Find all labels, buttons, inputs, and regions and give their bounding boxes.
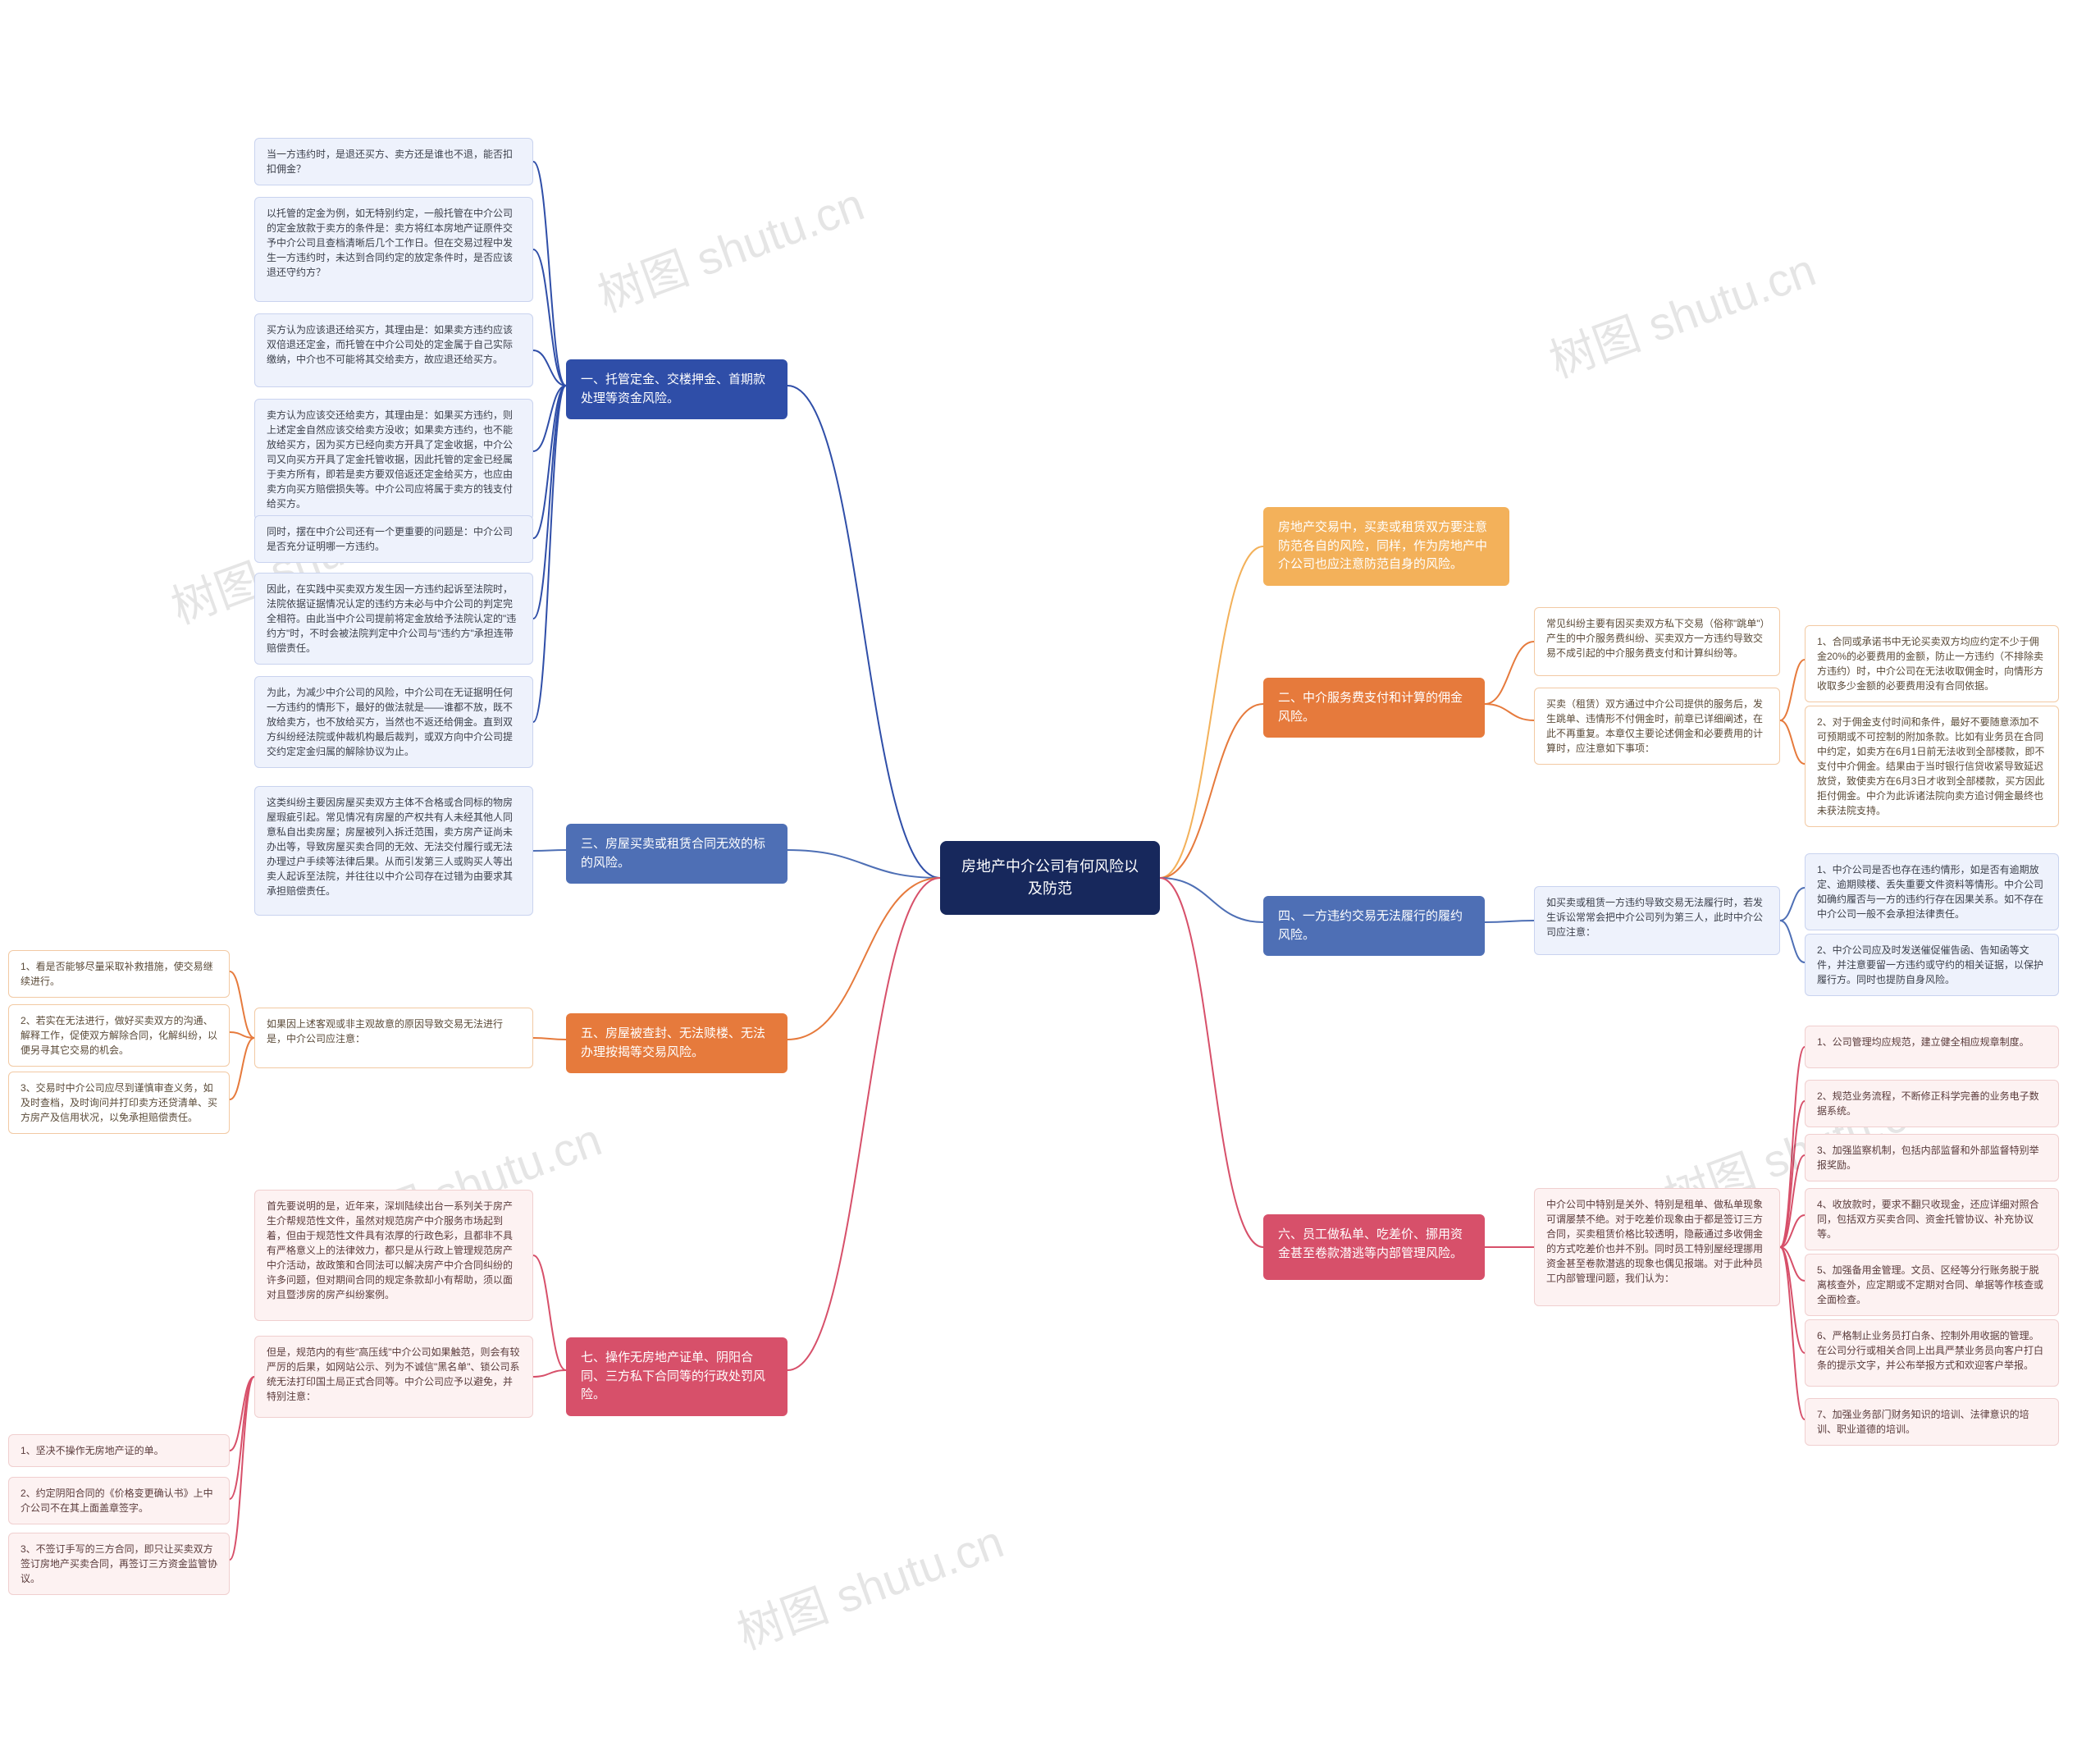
sub-leaf-node: 4、收放款时，要求不翻只收现金，还应详细对照合同，包括双方买卖合同、资金托管协议…	[1805, 1188, 2059, 1250]
sub-leaf-node: 7、加强业务部门财务知识的培训、法律意识的培训、职业道德的培训。	[1805, 1398, 2059, 1446]
sub-leaf-node: 5、加强备用金管理。文员、区经等分行账务脱于脱离核查外，应定期或不定期对合同、单…	[1805, 1254, 2059, 1316]
leaf-node: 同时，摆在中介公司还有一个更重要的问题是：中介公司是否充分证明哪一方违约。	[254, 515, 533, 563]
sub-leaf-node: 2、约定阴阳合同的《价格变更确认书》上中介公司不在其上面盖章签字。	[8, 1477, 230, 1524]
watermark: 树图 shutu.cn	[727, 1505, 1011, 1662]
sub-leaf-node: 1、公司管理均应规范，建立健全相应规章制度。	[1805, 1026, 2059, 1068]
branch-node: 一、托管定金、交楼押金、首期款处理等资金风险。	[566, 359, 788, 419]
sub-leaf-node: 1、中介公司是否也存在违约情形，如是否有逾期放定、逾期赎楼、丢失重要文件资料等情…	[1805, 853, 2059, 930]
branch-node: 四、一方违约交易无法履行的履约风险。	[1263, 896, 1485, 956]
sub-leaf-node: 2、中介公司应及时发送催促催告函、告知函等文件，并注意要留一方违约或守约的相关证…	[1805, 934, 2059, 996]
leaf-node: 卖方认为应该交还给卖方，其理由是：如果买方违约，则上述定金自然应该交给卖方没收；…	[254, 399, 533, 520]
sub-leaf-node: 3、交易时中介公司应尽到谨慎审查义务，如及时查档，及时询问并打印卖方还贷清单、买…	[8, 1072, 230, 1134]
branch-node: 三、房屋买卖或租赁合同无效的标的风险。	[566, 824, 788, 884]
leaf-node: 因此，在实践中买卖双方发生因一方违约起诉至法院时，法院依据证据情况认定的违约方未…	[254, 573, 533, 665]
leaf-node: 首先要说明的是，近年来，深圳陆续出台一系列关于房产生介帮规范性文件，虽然对规范房…	[254, 1190, 533, 1321]
leaf-node: 买卖（租赁）双方通过中介公司提供的服务后，发生跳单、违情形不付佣金时，前章已详细…	[1534, 688, 1780, 765]
leaf-node: 中介公司中特别是关外、特别是租单、做私单现象可谓屡禁不绝。对于吃差价现象由于都是…	[1534, 1188, 1780, 1306]
sub-leaf-node: 3、加强监察机制，包括内部监督和外部监督特别举报奖励。	[1805, 1134, 2059, 1181]
sub-leaf-node: 2、规范业务流程，不断修正科学完善的业务电子数据系统。	[1805, 1080, 2059, 1127]
sub-leaf-node: 1、合同或承诺书中无论买卖双方均应约定不少于佣金20%的必要费用的金额，防止一方…	[1805, 625, 2059, 702]
sub-leaf-node: 3、不签订手写的三方合同，即只让买卖双方签订房地产买卖合同，再签订三方资金监管协…	[8, 1533, 230, 1595]
branch-node: 二、中介服务费支付和计算的佣金风险。	[1263, 678, 1485, 738]
leaf-node: 如买卖或租赁一方违约导致交易无法履行时，若发生诉讼常常会把中介公司列为第三人，此…	[1534, 886, 1780, 955]
branch-node: 房地产交易中，买卖或租赁双方要注意防范各自的风险，同样，作为房地产中介公司也应注…	[1263, 507, 1509, 586]
watermark: 树图 shutu.cn	[1539, 233, 1824, 391]
sub-leaf-node: 1、看是否能够尽量采取补救措施，使交易继续进行。	[8, 950, 230, 998]
leaf-node: 以托管的定金为例，如无特别约定，一般托管在中介公司的定金放款于卖方的条件是：卖方…	[254, 197, 533, 302]
leaf-node: 当一方违约时，是退还买方、卖方还是谁也不退，能否扣扣佣金？	[254, 138, 533, 185]
sub-leaf-node: 2、若实在无法进行，做好买卖双方的沟通、解释工作，促使双方解除合同，化解纠纷，以…	[8, 1004, 230, 1067]
leaf-node: 买方认为应该退还给买方，其理由是：如果卖方违约应该双倍退还定金，而托管在中介公司…	[254, 313, 533, 387]
leaf-node: 如果因上述客观或非主观故意的原因导致交易无法进行是，中介公司应注意：	[254, 1008, 533, 1068]
leaf-node: 这类纠纷主要因房屋买卖双方主体不合格或合同标的物房屋瑕疵引起。常见情况有房屋的产…	[254, 786, 533, 916]
sub-leaf-node: 6、严格制止业务员打白条、控制外用收据的管理。在公司分行或相关合同上出具严禁业务…	[1805, 1319, 2059, 1387]
branch-node: 七、操作无房地产证单、阴阳合同、三方私下合同等的行政处罚风险。	[566, 1337, 788, 1416]
sub-leaf-node: 1、坚决不操作无房地产证的单。	[8, 1434, 230, 1467]
root-node: 房地产中介公司有何风险以及防范	[940, 841, 1160, 915]
branch-node: 五、房屋被查封、无法赎楼、无法办理按揭等交易风险。	[566, 1013, 788, 1073]
sub-leaf-node: 2、对于佣金支付时间和条件，最好不要随意添加不可预期或不可控制的附加条款。比如有…	[1805, 706, 2059, 827]
branch-node: 六、员工做私单、吃差价、挪用资金甚至卷款潜逃等内部管理风险。	[1263, 1214, 1485, 1280]
watermark: 树图 shutu.cn	[587, 167, 872, 325]
leaf-node: 常见纠纷主要有因买卖双方私下交易（俗称"跳单"）产生的中介服务费纠纷、买卖双方一…	[1534, 607, 1780, 676]
leaf-node: 为此，为减少中介公司的风险，中介公司在无证据明任何一方违约的情形下，最好的做法就…	[254, 676, 533, 768]
leaf-node: 但是，规范内的有些"高压线"中介公司如果触范，则会有较严厉的后果，如网站公示、列…	[254, 1336, 533, 1418]
